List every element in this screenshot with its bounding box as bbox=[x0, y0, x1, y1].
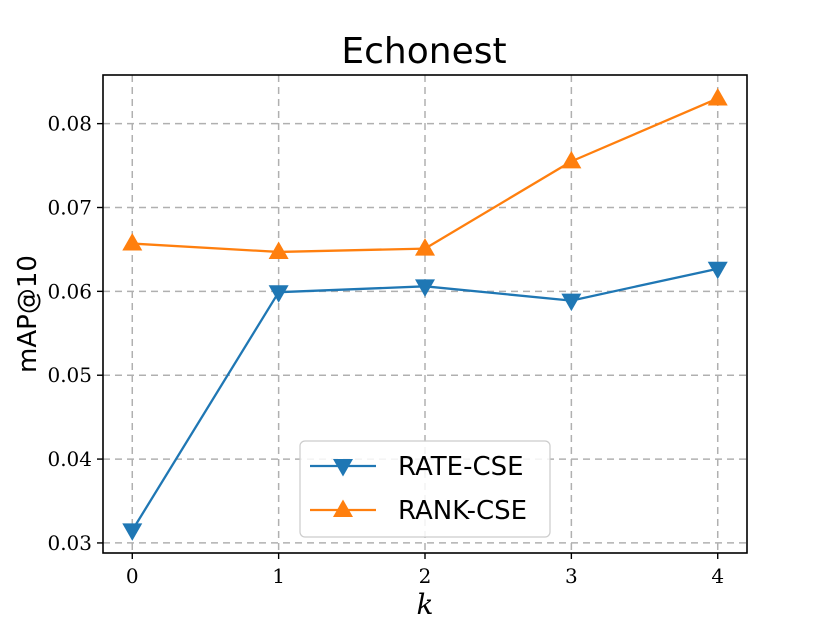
x-tick-label: 0 bbox=[126, 564, 139, 588]
x-tick-label: 3 bbox=[565, 564, 578, 588]
data-point-rate-cse bbox=[561, 293, 582, 312]
y-tick-label: 0.05 bbox=[47, 363, 92, 387]
y-tick-label: 0.04 bbox=[47, 447, 92, 471]
legend-marker bbox=[333, 499, 353, 517]
data-point-rank-cse bbox=[707, 87, 728, 106]
legend-entry-rate-cse: RATE-CSE bbox=[310, 452, 524, 482]
axis-ticks: 0 1 2 3 4 0.03 0.04 0.05 0.06 0.07 0.08 bbox=[47, 112, 724, 588]
data-point-rank-cse bbox=[268, 241, 289, 259]
legend: RATE-CSE RANK-CSE bbox=[299, 440, 551, 538]
data-point-rate-cse bbox=[707, 261, 728, 280]
data-point-rank-cse bbox=[415, 238, 435, 256]
legend-label: RATE-CSE bbox=[398, 452, 524, 482]
data-point-rate-cse bbox=[415, 279, 435, 297]
data-point-rate-cse bbox=[122, 523, 143, 541]
data-point-rank-cse bbox=[122, 233, 143, 251]
legend-entry-rank-cse: RANK-CSE bbox=[310, 496, 527, 526]
y-tick-label: 0.08 bbox=[47, 112, 92, 136]
chart-title: Echonest bbox=[341, 31, 506, 72]
y-tick-label: 0.07 bbox=[47, 195, 92, 219]
data-point-rate-cse bbox=[268, 285, 289, 303]
data-point-rank-cse bbox=[561, 150, 582, 169]
x-tick-label: 1 bbox=[272, 564, 285, 588]
series-rank-cse bbox=[122, 87, 728, 259]
series-layer bbox=[122, 87, 728, 541]
x-tick-label: 4 bbox=[711, 564, 724, 588]
series-rate-cse bbox=[122, 261, 728, 541]
y-tick-label: 0.06 bbox=[47, 279, 92, 303]
legend-marker bbox=[333, 459, 353, 477]
legend-label: RANK-CSE bbox=[398, 496, 527, 526]
y-tick-label: 0.03 bbox=[47, 531, 92, 555]
x-tick-label: 2 bbox=[419, 564, 432, 588]
x-axis-label: k bbox=[417, 588, 434, 621]
y-axis-label: mAP@10 bbox=[13, 255, 43, 373]
